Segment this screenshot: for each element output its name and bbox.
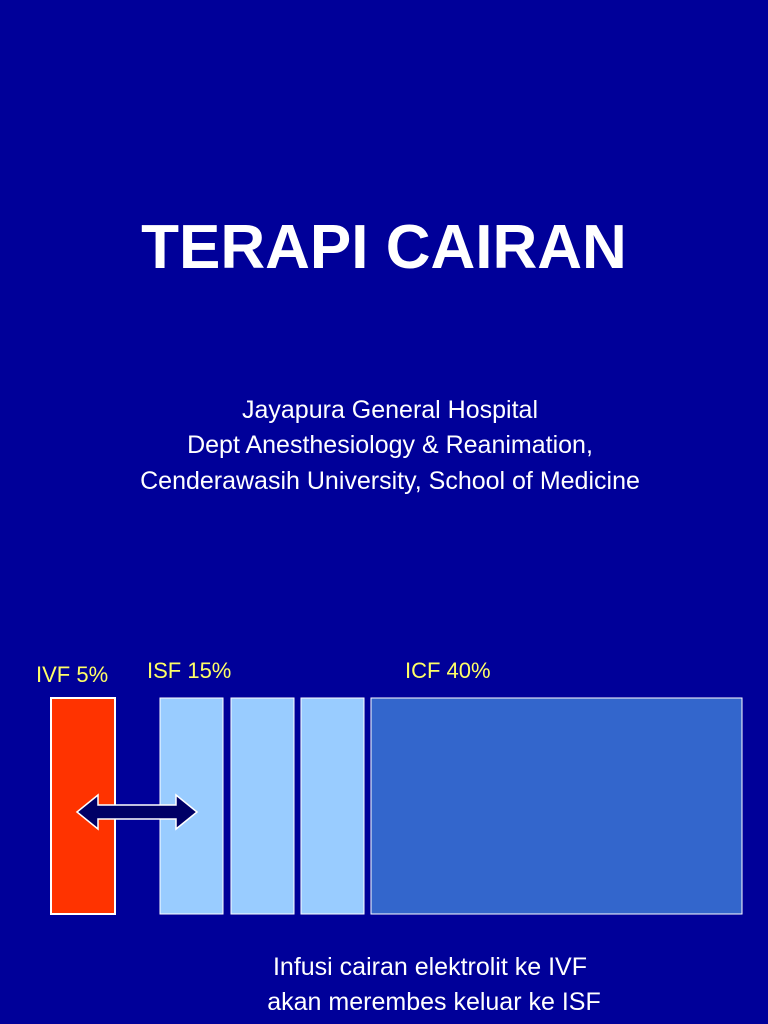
caption-line: akan merembes keluar ke ISF xyxy=(267,988,600,1016)
subtitle-line: Jayapura General Hospital xyxy=(242,396,538,424)
compartment-label: ISF 15% xyxy=(147,658,231,683)
subtitle-line: Cenderawasih University, School of Medic… xyxy=(140,467,640,495)
icf-box xyxy=(370,697,743,915)
title: TERAPI CAIRAN xyxy=(141,213,627,282)
isf-box xyxy=(230,697,295,915)
compartment-label: IVF 5% xyxy=(36,662,108,687)
subtitle-line: Dept Anesthesiology & Reanimation, xyxy=(187,431,593,459)
compartment-label: ICF 40% xyxy=(405,658,491,683)
isf-box xyxy=(300,697,365,915)
double-arrow xyxy=(75,793,199,831)
caption-line: Infusi cairan elektrolit ke IVF xyxy=(273,953,587,981)
